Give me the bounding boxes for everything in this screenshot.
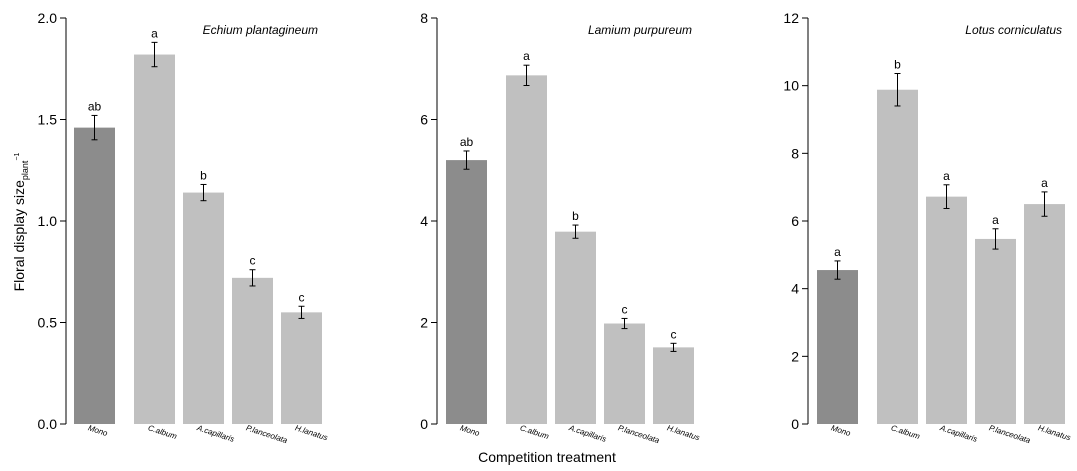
significance-label: c bbox=[622, 302, 628, 316]
bar bbox=[281, 312, 322, 424]
y-axis-title-main: Floral display size bbox=[11, 180, 27, 291]
category-label: P.lanceolata bbox=[617, 423, 661, 445]
y-tick-label: 2.0 bbox=[38, 10, 58, 26]
bar bbox=[604, 323, 645, 424]
significance-label: c bbox=[299, 290, 305, 304]
significance-label: a bbox=[523, 49, 530, 63]
y-tick-label: 8 bbox=[420, 10, 428, 26]
y-tick-label: 0.0 bbox=[38, 416, 58, 432]
category-label: A.capillaris bbox=[938, 423, 979, 444]
chart-panel-2: 0 2 4 6 8 Lamium purpureum ab Mono a C.album b A.ca… bbox=[420, 10, 701, 445]
y-tick-label: 6 bbox=[420, 112, 428, 128]
bar bbox=[134, 54, 175, 424]
y-tick-label: 6 bbox=[791, 213, 799, 229]
chart-panel-3: 0 2 4 6 8 10 12 Lotus corniculatus a Mono b C.album… bbox=[783, 10, 1071, 445]
y-tick-label: 12 bbox=[783, 10, 799, 26]
y-tick-label: 0 bbox=[420, 416, 428, 432]
category-label: C.album bbox=[519, 423, 550, 441]
panel-title: Lamium purpureum bbox=[588, 23, 692, 37]
y-axis-title-subscript: plant bbox=[20, 160, 30, 180]
significance-label: b bbox=[572, 209, 579, 223]
y-axis-title-superscript: −1 bbox=[14, 153, 21, 161]
y-tick-label: 0.5 bbox=[38, 315, 58, 331]
significance-label: a bbox=[151, 26, 158, 40]
category-label: H.lanatus bbox=[294, 423, 329, 442]
y-axis-title: Floral display sizeplant−1 bbox=[11, 153, 30, 292]
bar bbox=[653, 347, 694, 424]
bar bbox=[926, 196, 967, 424]
category-label: Mono bbox=[830, 423, 852, 438]
category-label: P.lanceolata bbox=[245, 423, 289, 445]
category-label: Mono bbox=[87, 423, 109, 438]
significance-label: a bbox=[992, 213, 999, 227]
significance-label: ab bbox=[460, 135, 474, 149]
y-tick-label: 8 bbox=[791, 145, 799, 161]
category-label: P.lanceolata bbox=[988, 423, 1032, 445]
significance-label: b bbox=[894, 57, 901, 71]
panel-title: Echium plantagineum bbox=[203, 23, 318, 37]
significance-label: a bbox=[943, 169, 950, 183]
category-label: H.lanatus bbox=[666, 423, 701, 442]
bar bbox=[1024, 204, 1065, 424]
bar bbox=[506, 75, 547, 424]
y-tick-label: 1.0 bbox=[38, 213, 58, 229]
significance-label: a bbox=[834, 245, 841, 259]
bar bbox=[555, 231, 596, 424]
significance-label: a bbox=[1041, 176, 1048, 190]
y-tick-label: 10 bbox=[783, 78, 799, 94]
panel-title: Lotus corniculatus bbox=[965, 23, 1062, 37]
bar bbox=[446, 160, 487, 424]
bar bbox=[877, 89, 918, 424]
significance-label: c bbox=[250, 254, 256, 268]
bar bbox=[183, 192, 224, 424]
bar bbox=[74, 127, 115, 425]
category-label: A.capillaris bbox=[195, 423, 236, 444]
category-label: C.album bbox=[890, 423, 921, 441]
bar bbox=[817, 270, 858, 424]
y-tick-label: 4 bbox=[420, 213, 428, 229]
y-tick-label: 2 bbox=[791, 348, 799, 364]
x-axis-title: Competition treatment bbox=[478, 449, 616, 465]
y-tick-label: 2 bbox=[420, 315, 428, 331]
bar bbox=[975, 238, 1016, 424]
y-tick-label: 4 bbox=[791, 281, 799, 297]
significance-label: b bbox=[200, 168, 207, 182]
y-tick-label: 1.5 bbox=[38, 112, 58, 128]
category-label: Mono bbox=[459, 423, 481, 438]
bar bbox=[232, 277, 273, 424]
significance-label: ab bbox=[88, 99, 102, 113]
y-tick-label: 0 bbox=[791, 416, 799, 432]
category-label: C.album bbox=[147, 423, 178, 441]
category-label: A.capillaris bbox=[567, 423, 608, 444]
significance-label: c bbox=[671, 327, 677, 341]
category-label: H.lanatus bbox=[1037, 423, 1072, 442]
